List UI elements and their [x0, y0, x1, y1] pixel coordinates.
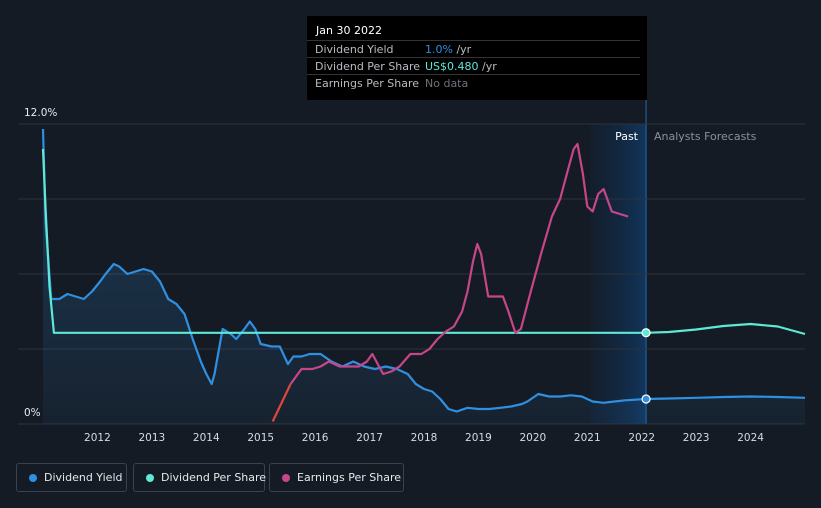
x-tick-label: 2019: [465, 432, 492, 444]
x-tick-label: 2013: [138, 432, 165, 444]
tooltip-value: US$0.480: [425, 60, 479, 73]
x-tick-label: 2012: [84, 432, 111, 444]
tooltip-value: No data: [425, 77, 469, 90]
forecast-region-label: Analysts Forecasts: [654, 130, 757, 143]
dividend-yield-marker: [641, 394, 651, 404]
earnings-per-share-line: [289, 142, 629, 385]
hover-markers: [641, 328, 651, 404]
y-axis-label: 12.0%: [24, 107, 57, 119]
area-fills: [43, 129, 805, 424]
x-tick-label: 2014: [193, 432, 220, 444]
legend-dot: [146, 474, 154, 482]
x-tick-label: 2015: [247, 432, 274, 444]
legend-item-dividend-yield[interactable]: Dividend Yield: [16, 463, 127, 492]
legend-dot: [282, 474, 290, 482]
tooltip-row-dividend-yield: Dividend Yield 1.0% /yr: [307, 40, 640, 58]
past-highlight-band: [590, 98, 647, 424]
x-tick-label: 2022: [628, 432, 655, 444]
legend-item-earnings-per-share[interactable]: Earnings Per Share: [269, 463, 404, 492]
tooltip-value: 1.0%: [425, 43, 453, 56]
tooltip: Jan 30 2022 Dividend Yield 1.0% /yr Divi…: [307, 16, 647, 100]
past-region-label: Past: [615, 130, 639, 143]
tooltip-date: Jan 30 2022: [316, 24, 382, 37]
x-tick-label: 2023: [683, 432, 710, 444]
x-tick-label: 2020: [519, 432, 546, 444]
tooltip-label: Dividend Per Share: [315, 60, 421, 73]
tooltip-row-earnings-per-share: Earnings Per Share No data: [307, 74, 640, 92]
x-tick-label: 2021: [574, 432, 601, 444]
tooltip-unit: /yr: [456, 43, 472, 56]
y-axis-label: 0%: [24, 407, 41, 419]
tooltip-row-dividend-per-share: Dividend Per Share US$0.480 /yr: [307, 57, 640, 75]
dividend-per-share-marker: [641, 328, 651, 338]
tooltip-label: Dividend Yield: [315, 43, 394, 56]
legend-label: Dividend Yield: [44, 471, 123, 484]
x-axis: 2012 2013 2014 2015 2016 2017 2018 2019 2020 2021…: [84, 432, 764, 444]
earnings-per-share-line-negative: [271, 383, 292, 422]
tooltip-label: Earnings Per Share: [315, 77, 420, 90]
tooltip-unit: /yr: [482, 60, 497, 73]
x-tick-label: 2016: [302, 432, 329, 444]
dividend-per-share-line: [41, 148, 806, 336]
x-tick-label: 2024: [737, 432, 764, 444]
y-axis-labels: 12.0% 0%: [24, 107, 57, 419]
x-tick-label: 2017: [356, 432, 383, 444]
legend-dot: [29, 474, 37, 482]
legend-item-dividend-per-share[interactable]: Dividend Per Share: [133, 463, 267, 492]
x-tick-label: 2018: [411, 432, 438, 444]
series-lines: [41, 128, 806, 422]
dividend-yield-line: [41, 128, 806, 413]
legend-label: Earnings Per Share: [297, 471, 402, 484]
legend-label: Dividend Per Share: [161, 471, 267, 484]
dividend-yield-area: [43, 129, 805, 424]
